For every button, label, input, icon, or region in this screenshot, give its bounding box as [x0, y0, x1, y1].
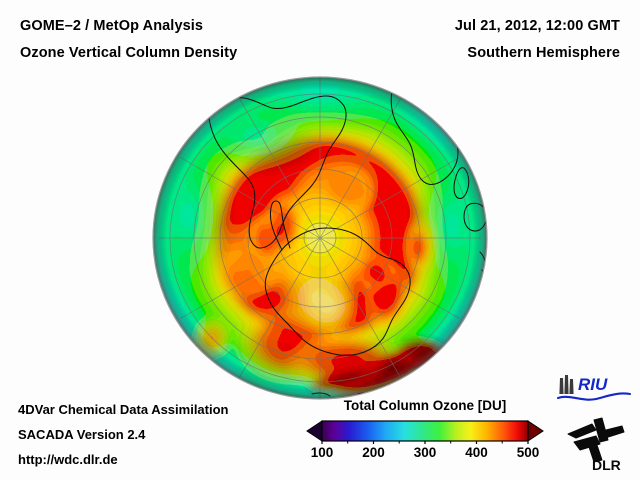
colorbar-title: Total Column Ozone [DU] — [343, 398, 507, 413]
product-title: Ozone Vertical Column Density — [20, 45, 238, 61]
colorbar-ramp-body — [321, 420, 529, 442]
colorbar-major-ticks — [321, 441, 529, 444]
colorbar-tick-label: 400 — [465, 445, 488, 460]
colorbar-tick-labels: 100 200 300 400 500 — [306, 445, 544, 465]
colorbar: Total Column Ozone [DU] — [306, 398, 544, 474]
colorbar-tick-label: 500 — [516, 445, 540, 460]
dlr-logo-svg: DLR — [567, 417, 625, 472]
globe-outline — [152, 76, 488, 400]
colorbar-arrow-high — [527, 420, 544, 442]
riu-logo: RIU — [556, 372, 632, 404]
colorbar-tick-label: 200 — [362, 445, 385, 460]
colorbar-arrow-low — [306, 420, 323, 442]
observation-timestamp: Jul 21, 2012, 12:00 GMT — [454, 18, 620, 34]
colorbar-tick-label: 100 — [310, 445, 334, 460]
dlr-logo: DLR — [562, 414, 628, 472]
riu-logo-text: RIU — [578, 375, 608, 394]
software-version-label: SACADA Version 2.4 — [18, 427, 146, 442]
data-center-url[interactable]: http://wdc.dlr.de — [18, 452, 118, 467]
riu-logo-svg: RIU — [556, 375, 632, 401]
ozone-field — [153, 77, 487, 399]
riu-tower-icon — [559, 375, 574, 394]
riu-wave-icon — [556, 392, 632, 401]
instrument-title: GOME–2 / MetOp Analysis — [20, 18, 204, 34]
hemisphere-label: Southern Hemisphere — [467, 45, 620, 61]
dlr-logo-text: DLR — [592, 457, 621, 472]
assimilation-method-label: 4DVar Chemical Data Assimilation — [18, 402, 229, 417]
colorbar-tick-label: 300 — [413, 445, 437, 460]
ozone-globe-map — [152, 76, 488, 400]
globe-svg — [152, 76, 488, 400]
globe-limb-shading — [153, 77, 487, 399]
colorbar-minor-ticks — [347, 441, 503, 444]
dlr-mark-icon — [567, 417, 625, 463]
colorbar-gradient — [306, 420, 544, 444]
